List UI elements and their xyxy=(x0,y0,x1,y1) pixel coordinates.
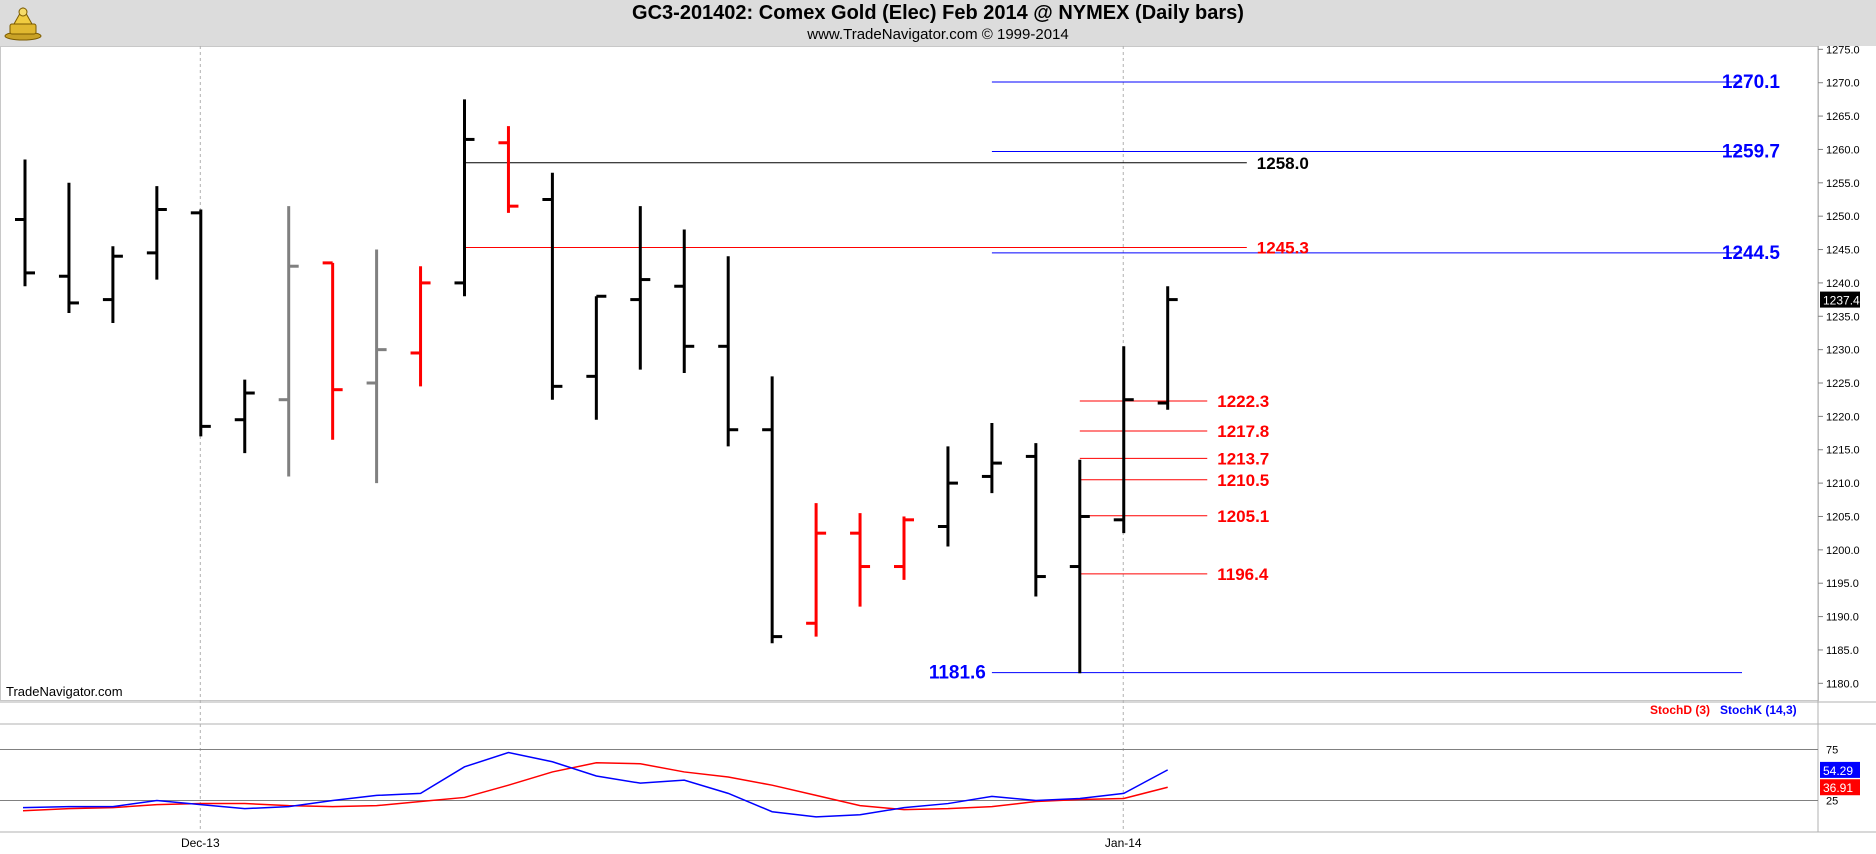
stoch-last-box xyxy=(1820,761,1860,778)
y-tick-label: 1240.0 xyxy=(1826,278,1860,290)
level-label: 1205.1 xyxy=(1217,507,1269,526)
level-label: 1196.4 xyxy=(1217,565,1269,584)
stochk-line xyxy=(22,751,1169,818)
y-tick-label: 1215.0 xyxy=(1826,445,1860,457)
y-tick-label: 1200.0 xyxy=(1826,545,1860,557)
y-tick-label: 1275.0 xyxy=(1826,44,1860,56)
y-tick-label: 1185.0 xyxy=(1826,645,1859,657)
y-tick-label: 1235.0 xyxy=(1826,311,1860,323)
y-tick-label: 1230.0 xyxy=(1826,345,1860,357)
stochk-legend: StochK (14,3) xyxy=(1720,703,1797,717)
x-tick-label: Jan-14 xyxy=(1105,836,1142,850)
stoch-last-label: 54.29 xyxy=(1823,764,1853,778)
y-tick-label: 1270.0 xyxy=(1826,78,1860,90)
y-tick-label: 1250.0 xyxy=(1826,211,1860,223)
level-label: 1270.1 xyxy=(1722,72,1781,93)
y-tick-label: 1190.0 xyxy=(1826,612,1859,624)
y-tick-label: 1260.0 xyxy=(1826,144,1860,156)
last-price-box xyxy=(1820,291,1860,308)
chart-subtitle: www.TradeNavigator.com © 1999-2014 xyxy=(807,26,1069,43)
y-tick-label: 1220.0 xyxy=(1826,411,1860,423)
watermark: TradeNavigator.com xyxy=(6,684,123,699)
stochd-line xyxy=(22,762,1168,812)
stoch-last-label: 36.91 xyxy=(1823,781,1853,795)
last-price-label: 1237.4 xyxy=(1823,294,1860,308)
trade-navigator-logo-icon xyxy=(4,6,42,41)
stochd-legend: StochD (3) xyxy=(1650,703,1710,717)
level-label: 1210.5 xyxy=(1217,471,1269,490)
stoch-tick-label: 75 xyxy=(1826,745,1838,757)
y-tick-label: 1195.0 xyxy=(1826,578,1859,590)
level-label: 1258.0 xyxy=(1257,154,1309,173)
level-label: 1217.8 xyxy=(1217,422,1269,441)
price-pane-frame xyxy=(0,46,1819,701)
y-tick-label: 1245.0 xyxy=(1826,245,1860,257)
level-label: 1222.3 xyxy=(1217,392,1269,411)
stoch-tick-label: 25 xyxy=(1826,796,1838,808)
stoch-last-box xyxy=(1820,779,1860,796)
chart-title: GC3-201402: Comex Gold (Elec) Feb 2014 @… xyxy=(632,2,1244,24)
y-tick-label: 1255.0 xyxy=(1826,178,1860,190)
level-label: 1245.3 xyxy=(1257,239,1309,258)
level-label: 1181.6 xyxy=(929,663,986,684)
chart-header xyxy=(0,0,1876,46)
level-label: 1259.7 xyxy=(1722,141,1780,162)
y-tick-label: 1265.0 xyxy=(1826,111,1860,123)
y-tick-label: 1180.0 xyxy=(1826,678,1859,690)
level-label: 1244.5 xyxy=(1722,243,1781,264)
level-label: 1213.7 xyxy=(1217,449,1269,468)
y-tick-label: 1205.0 xyxy=(1826,511,1860,523)
y-tick-label: 1210.0 xyxy=(1826,478,1860,490)
y-tick-label: 1225.0 xyxy=(1826,378,1860,390)
x-tick-label: Dec-13 xyxy=(181,836,220,850)
